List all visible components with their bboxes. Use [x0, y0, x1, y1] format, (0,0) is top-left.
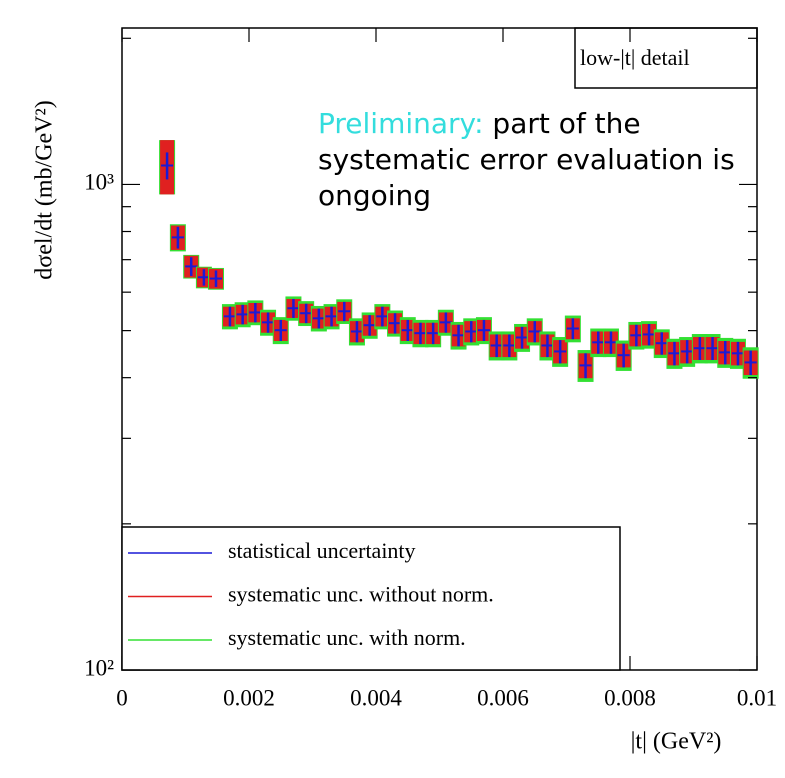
x-tick-label: 0.004 — [350, 685, 402, 710]
y-tick-label: 10² — [84, 655, 114, 680]
panel-label-box — [574, 27, 758, 89]
x-axis-label: |t| (GeV²) — [631, 729, 722, 755]
legend-label: statistical uncertainty — [228, 538, 416, 563]
y-axis-label: dσel/dt (mb/GeV²) — [32, 100, 58, 279]
x-tick-label: 0.01 — [737, 685, 777, 710]
y-tick-label: 10³ — [84, 170, 114, 195]
x-tick-label: 0 — [116, 685, 128, 710]
annotation-highlight: Preliminary: — [318, 107, 484, 140]
panel-label: low-|t| detail — [580, 45, 690, 70]
legend-label: systematic unc. with norm. — [228, 625, 466, 650]
x-tick-label: 0.006 — [477, 685, 529, 710]
x-tick-label: 0.008 — [604, 685, 656, 710]
annotation-text: part of the systematic error evaluation … — [318, 107, 735, 212]
legend-box — [121, 526, 621, 671]
legend-label: systematic unc. without norm. — [228, 582, 494, 607]
x-tick-label: 0.002 — [223, 685, 275, 710]
annotation: Preliminary: part of the systematic erro… — [318, 106, 758, 214]
